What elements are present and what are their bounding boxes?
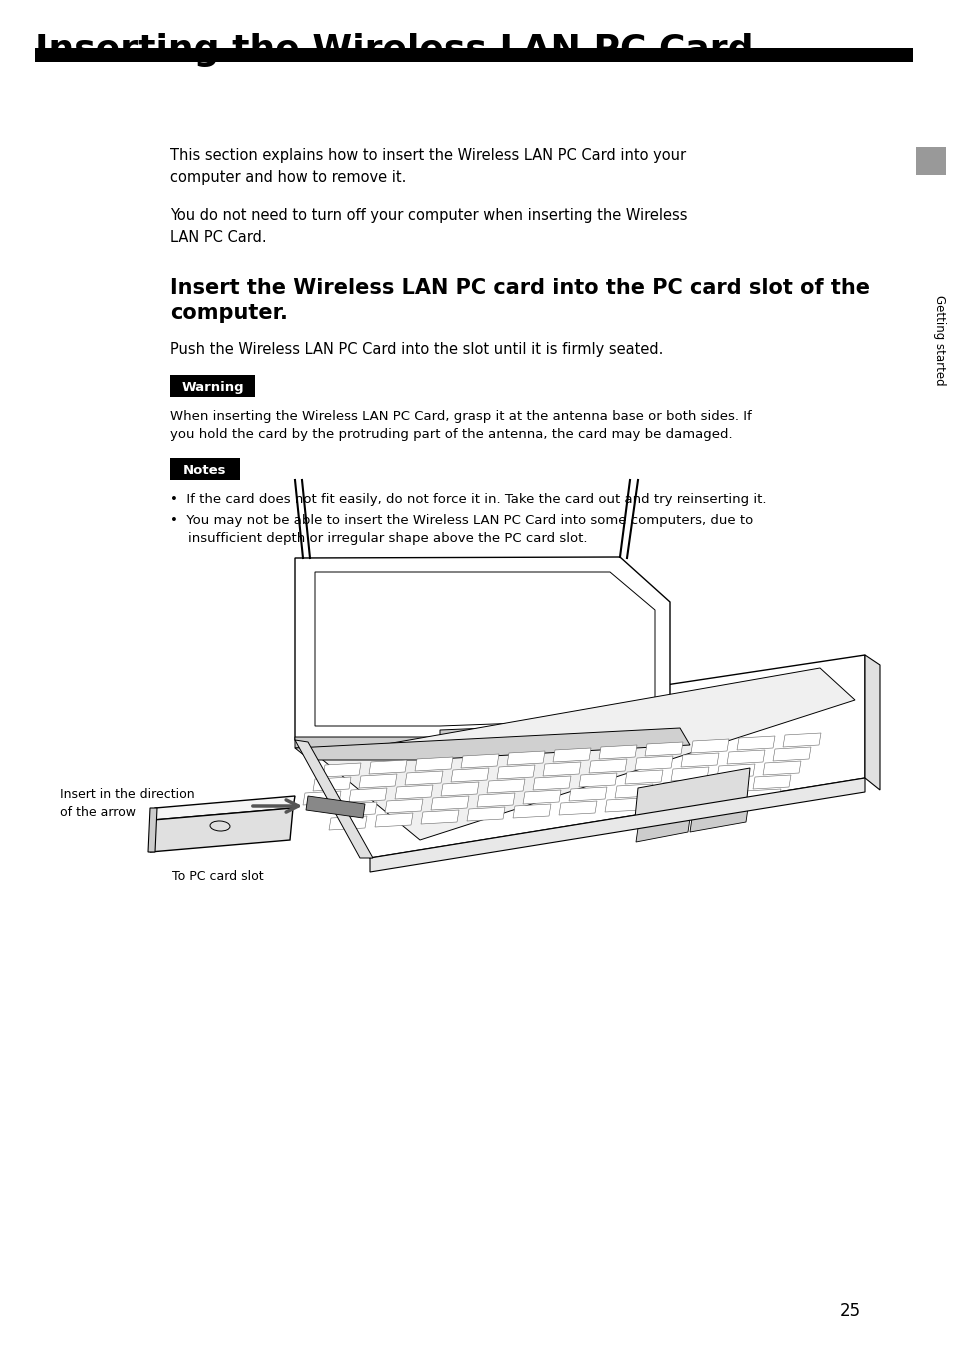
Polygon shape — [349, 788, 387, 802]
Polygon shape — [717, 764, 754, 777]
Polygon shape — [299, 654, 864, 859]
Text: Insert the Wireless LAN PC card into the PC card slot of the: Insert the Wireless LAN PC card into the… — [170, 279, 869, 297]
Polygon shape — [294, 740, 373, 859]
Text: 25: 25 — [840, 1302, 861, 1320]
Polygon shape — [460, 754, 498, 768]
Polygon shape — [439, 721, 679, 742]
Polygon shape — [624, 771, 662, 784]
Text: •  You may not be able to insert the Wireless LAN PC Card into some computers, d: • You may not be able to insert the Wire… — [170, 514, 753, 527]
Polygon shape — [553, 748, 590, 763]
Text: Inserting the Wireless LAN PC Card: Inserting the Wireless LAN PC Card — [35, 32, 753, 68]
Text: Insert in the direction
of the arrow: Insert in the direction of the arrow — [60, 788, 194, 819]
Polygon shape — [513, 804, 551, 818]
Text: •  If the card does not fit easily, do not force it in. Take the card out and tr: • If the card does not fit easily, do no… — [170, 493, 765, 506]
Polygon shape — [670, 767, 708, 781]
Bar — [170, 458, 240, 480]
Polygon shape — [782, 733, 821, 748]
Polygon shape — [690, 740, 728, 753]
Polygon shape — [506, 750, 544, 765]
Text: Warning: Warning — [181, 380, 244, 393]
Polygon shape — [294, 737, 439, 748]
Polygon shape — [762, 761, 801, 775]
Polygon shape — [395, 786, 433, 799]
Text: When inserting the Wireless LAN PC Card, grasp it at the antenna base or both si: When inserting the Wireless LAN PC Card,… — [170, 410, 751, 423]
Polygon shape — [150, 808, 293, 852]
Polygon shape — [772, 748, 810, 761]
Polygon shape — [467, 807, 504, 821]
Polygon shape — [533, 776, 571, 790]
Polygon shape — [148, 808, 157, 852]
Polygon shape — [451, 768, 489, 781]
Polygon shape — [588, 758, 626, 773]
Polygon shape — [644, 742, 682, 756]
Polygon shape — [689, 808, 747, 831]
Polygon shape — [604, 798, 642, 813]
Polygon shape — [152, 796, 294, 821]
Polygon shape — [697, 792, 734, 806]
Polygon shape — [294, 557, 669, 740]
Polygon shape — [369, 760, 407, 773]
Polygon shape — [497, 765, 535, 779]
Polygon shape — [635, 756, 672, 771]
Polygon shape — [568, 787, 606, 800]
Polygon shape — [314, 572, 655, 726]
Bar — [170, 375, 254, 397]
Polygon shape — [323, 763, 360, 777]
Polygon shape — [405, 771, 442, 786]
Text: To PC card slot: To PC card slot — [172, 869, 263, 883]
Polygon shape — [598, 745, 637, 758]
Polygon shape — [636, 818, 689, 842]
Text: insufficient depth or irregular shape above the PC card slot.: insufficient depth or irregular shape ab… — [188, 531, 587, 545]
Polygon shape — [706, 777, 744, 792]
Polygon shape — [864, 654, 879, 790]
Polygon shape — [294, 727, 689, 760]
Polygon shape — [737, 735, 774, 750]
Polygon shape — [329, 817, 367, 830]
Polygon shape — [420, 810, 458, 823]
Polygon shape — [726, 750, 764, 764]
Polygon shape — [742, 790, 781, 803]
Polygon shape — [415, 757, 453, 771]
Text: computer.: computer. — [170, 303, 288, 323]
Polygon shape — [476, 794, 515, 807]
Bar — [915, 147, 945, 174]
Polygon shape — [660, 781, 699, 795]
Polygon shape — [634, 768, 749, 827]
Polygon shape — [615, 784, 652, 798]
Polygon shape — [650, 795, 688, 808]
Polygon shape — [303, 791, 340, 804]
Polygon shape — [375, 813, 413, 827]
Polygon shape — [431, 796, 469, 810]
Text: Push the Wireless LAN PC Card into the slot until it is firmly seated.: Push the Wireless LAN PC Card into the s… — [170, 342, 662, 357]
Polygon shape — [752, 775, 790, 790]
Polygon shape — [522, 790, 560, 804]
Polygon shape — [358, 773, 396, 788]
Polygon shape — [578, 773, 617, 787]
Polygon shape — [558, 800, 597, 815]
Polygon shape — [385, 799, 422, 813]
Polygon shape — [306, 796, 365, 818]
Text: Getting started: Getting started — [933, 295, 945, 385]
Polygon shape — [370, 777, 864, 872]
Text: This section explains how to insert the Wireless LAN PC Card into your
computer : This section explains how to insert the … — [170, 147, 685, 185]
Polygon shape — [680, 753, 719, 767]
Polygon shape — [486, 779, 524, 794]
Text: Notes: Notes — [183, 464, 227, 476]
Text: you hold the card by the protruding part of the antenna, the card may be damaged: you hold the card by the protruding part… — [170, 429, 732, 441]
Bar — [35, 49, 912, 62]
Polygon shape — [313, 777, 351, 791]
Polygon shape — [440, 781, 478, 796]
Text: You do not need to turn off your computer when inserting the Wireless
LAN PC Car: You do not need to turn off your compute… — [170, 208, 687, 245]
Polygon shape — [317, 668, 854, 840]
Polygon shape — [542, 763, 580, 776]
Polygon shape — [338, 802, 376, 817]
